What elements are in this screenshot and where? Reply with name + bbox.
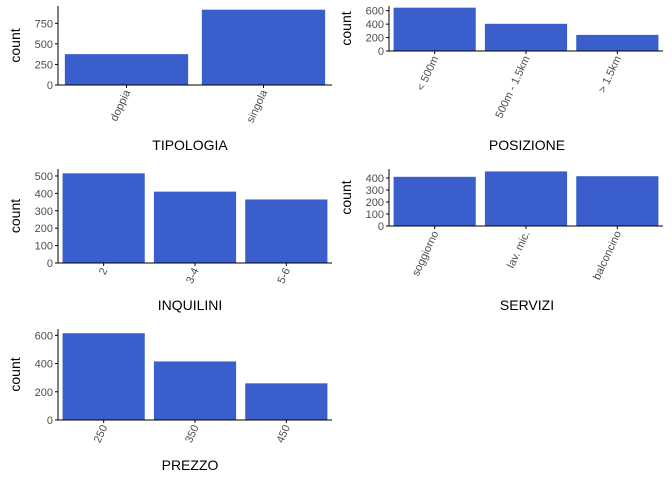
x-tick-label: soggiorno (410, 229, 441, 278)
y-tick-label: 400 (35, 188, 53, 200)
y-tick-label: 500 (35, 171, 53, 183)
bar-2-0 (62, 173, 145, 263)
y-tick-label: 500 (35, 39, 53, 51)
bar-3-2 (576, 176, 659, 226)
bar-4-2 (245, 383, 328, 420)
y-tick-label: 250 (35, 59, 53, 71)
y-tick-label: 0 (47, 80, 53, 92)
y-tick-label: 200 (366, 197, 384, 209)
x-tick-label: 500m - 1.5km (493, 54, 532, 120)
x-tick-label: 2 (97, 266, 110, 277)
bar-1-2 (576, 34, 659, 51)
bar-4-0 (62, 333, 145, 420)
y-tick-label: 300 (366, 185, 384, 197)
bar-4-1 (153, 361, 237, 420)
y-tick-label: 200 (35, 223, 53, 235)
x-axis-title: SERVIZI (500, 297, 554, 313)
y-tick-label: 400 (366, 173, 384, 185)
y-tick-label: 100 (366, 209, 384, 221)
y-axis-title: count (338, 11, 354, 45)
x-tick-label: > 1.5km (597, 54, 625, 95)
y-axis-title: count (7, 199, 23, 233)
x-tick-label: balconcino (591, 229, 624, 282)
y-tick-label: 0 (47, 258, 53, 270)
y-axis-title: count (7, 357, 23, 391)
x-tick-label: 450 (274, 423, 293, 445)
x-axis-title: TIPOLOGIA (152, 137, 228, 153)
y-tick-label: 600 (35, 330, 53, 342)
y-tick-label: 200 (35, 387, 53, 399)
x-axis-title: INQUILINI (158, 297, 223, 313)
bar-2-1 (153, 191, 237, 263)
y-tick-label: 750 (35, 18, 53, 30)
y-tick-label: 0 (47, 415, 53, 427)
y-tick-label: 200 (366, 33, 384, 45)
x-tick-label: doppia (108, 87, 133, 123)
bar-3-1 (484, 171, 568, 226)
y-axis-title: count (7, 28, 23, 62)
x-axis-title: POSIZIONE (489, 137, 565, 153)
bar-3-0 (393, 176, 476, 226)
x-tick-label: lav. mic. (505, 229, 533, 270)
y-tick-label: 300 (35, 206, 53, 218)
y-tick-label: 0 (378, 46, 384, 58)
x-tick-label: 5-6 (275, 266, 293, 285)
y-tick-label: 0 (378, 221, 384, 233)
x-tick-label: 3-4 (184, 266, 202, 285)
y-tick-label: 100 (35, 241, 53, 253)
y-tick-label: 400 (366, 19, 384, 31)
bar-1-1 (484, 23, 568, 51)
x-tick-label: 350 (183, 423, 202, 445)
y-tick-label: 600 (366, 6, 384, 18)
y-tick-label: 400 (35, 359, 53, 371)
bar-1-0 (393, 7, 476, 52)
x-axis-title: PREZZO (162, 457, 219, 473)
x-tick-label: 250 (92, 423, 111, 445)
y-axis-title: count (338, 180, 354, 214)
bar-0-0 (64, 54, 189, 85)
bar-2-2 (245, 199, 328, 263)
bar-0-1 (201, 9, 326, 85)
x-tick-label: < 500m (415, 54, 442, 93)
x-tick-label: singola (245, 87, 271, 124)
